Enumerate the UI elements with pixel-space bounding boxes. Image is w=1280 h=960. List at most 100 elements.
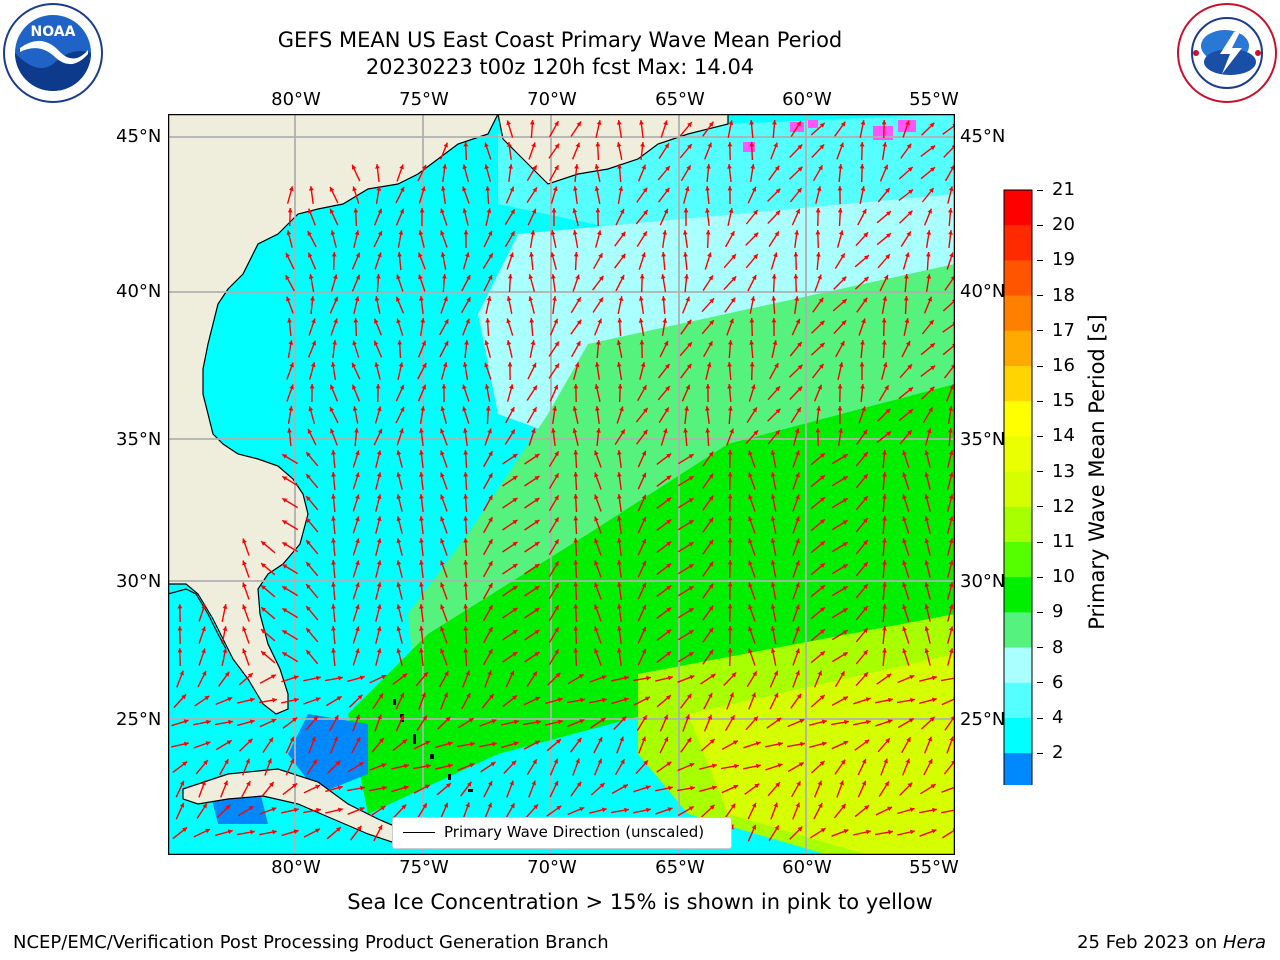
wave-arrow-head [841,276,847,282]
wave-arrow-head [617,582,622,587]
wave-arrow-head [487,802,492,808]
wave-arrow-head [512,695,518,700]
wave-arrow-head [863,496,868,501]
wave-arrow-head [179,802,185,808]
wave-arrow-head [663,208,669,214]
wave-arrow-head [620,231,626,237]
wave-arrow-head [573,186,578,191]
wave-arrow-head [819,695,825,700]
wave-arrow-head [512,630,518,635]
wave-arrow-head [225,804,231,810]
wave-arrow-head [463,626,469,631]
wave-arrow-head [638,318,644,323]
wave-arrow-head [842,520,848,525]
colorbar-tick-mark [1037,682,1043,684]
wave-arrow-head [596,230,602,236]
wave-arrow-head [201,648,206,654]
wave-arrow-head [618,186,624,191]
wave-arrow-head [770,626,776,631]
wave-arrow-head [684,186,690,192]
wave-arrow-head [924,626,930,632]
wave-arrow-head [440,494,445,500]
wave-arrow-head [883,164,888,170]
wave-arrow-head [727,450,733,455]
wave-arrow-head [528,296,534,302]
wave-arrow-head [641,648,647,654]
wave-arrow-head [860,384,865,389]
wave-arrow-head [353,318,359,323]
wave-arrow-head [376,186,382,191]
wave-arrow-head [843,829,849,834]
wave-arrow-head [905,341,911,346]
wave-arrow-head [773,670,778,676]
wave-arrow-head [442,274,447,279]
wave-arrow-head [925,252,931,257]
wave-arrow-head [353,208,359,213]
wave-arrow-head [621,716,627,722]
wave-arrow-head [949,736,954,742]
wave-arrow-head [748,516,753,522]
wave-arrow-head [866,829,871,835]
wave-arrow-head [770,604,776,609]
wave-arrow-head [510,429,515,435]
wave-arrow-head [399,208,404,214]
wave-arrow-head [685,714,690,720]
wave-arrow-head [419,648,424,653]
wave-arrow-head [288,406,294,411]
lat-label-left-25n: 25°N [116,709,162,730]
wave-arrow-head [282,608,288,613]
wave-arrow-head [374,296,380,301]
wave-arrow-head [774,825,779,831]
wave-arrow-head [883,758,888,764]
wave-arrow-head [753,232,759,238]
wave-arrow-head [532,671,537,677]
wave-arrow-head [419,560,424,565]
wave-arrow-head [819,760,825,766]
wave-arrow-head [242,648,247,654]
wave-arrow-head [684,406,689,411]
wave-arrow-head [775,188,781,194]
wave-arrow-head [396,604,402,610]
wave-arrow-head [887,806,893,812]
wave-arrow-head [888,697,893,703]
wave-arrow-head [842,696,848,701]
wave-arrow-head [399,692,405,698]
wave-arrow-head [639,120,644,125]
wave-arrow-head [376,604,382,610]
wave-arrow-head [554,583,559,589]
wave-arrow-head [575,758,580,764]
wave-arrow-head [617,494,622,499]
wave-arrow-head [797,188,802,193]
wave-arrow-head [819,144,825,150]
wave-arrow-head [817,670,822,676]
wave-arrow-head [663,120,668,126]
wave-arrow-head [509,670,515,676]
wave-arrow-head [728,340,733,345]
lon-label-bottom-80w: 80°W [271,857,321,878]
wave-arrow-head [666,695,671,700]
wave-arrow-head [751,692,756,698]
wave-arrow-head [513,741,519,746]
wave-arrow-head [382,785,387,791]
wave-arrow-head [306,562,311,567]
wave-arrow-head [440,560,445,566]
wave-arrow-head [306,606,311,611]
wave-arrow-head [381,674,387,680]
wave-arrow-head [924,450,930,456]
wave-arrow-head [485,186,491,191]
wave-arrow-head [487,274,493,280]
wave-arrow-head [727,538,733,543]
wave-arrow-head [860,186,866,191]
wave-arrow-head [552,296,557,301]
noaa-logo-text: NOAA [31,24,76,40]
wave-arrow-head [905,758,910,764]
wave-arrow-head [351,164,357,170]
wave-arrow-head [470,741,475,747]
wave-arrow-head [554,451,559,457]
wave-arrow-head [312,759,317,765]
wave-arrow-head [316,807,321,813]
wave-arrow-head [354,230,360,236]
wave-arrow-head [534,630,540,635]
wave-arrow-head [594,648,599,654]
wave-arrow-head [902,604,907,610]
